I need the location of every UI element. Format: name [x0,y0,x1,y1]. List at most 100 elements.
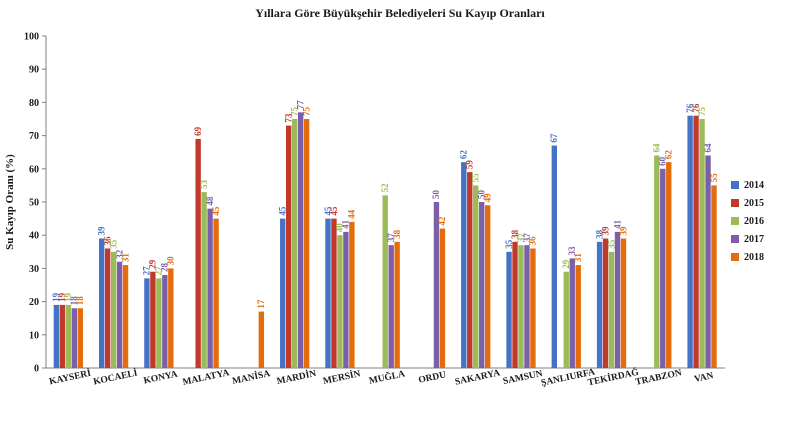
bar-2018-5 [258,311,265,368]
y-tick-label: 0 [34,364,39,375]
data-label: 45 [329,206,339,216]
bar-2015-2 [104,248,111,368]
bar-2015-3 [150,271,156,368]
legend-swatch [731,199,739,207]
y-tick-label: 90 [29,65,39,76]
bar-2017-10 [479,202,485,368]
data-label: 67 [549,133,559,143]
data-label: 41 [341,219,351,229]
y-tick-label: 100 [24,32,39,43]
x-tick-label: VAN [693,371,714,385]
bar-2017-1 [71,308,77,368]
data-label: 38 [510,229,520,239]
data-label: 18 [75,296,85,306]
data-label: 29 [561,259,571,269]
y-tick-label: 70 [29,131,39,142]
data-label: 18 [69,296,79,306]
bar-2018-3 [168,268,174,368]
legend-item-2015: 2015 [731,194,791,212]
legend-label: 2015 [744,197,764,209]
x-tick-label: MALATYA [182,368,231,388]
bar-2016-15 [699,119,705,368]
legend-swatch [731,235,739,243]
bar-2016-1 [65,304,72,368]
data-label: 35 [108,239,118,249]
data-label: 38 [594,229,604,239]
bar-2014-10 [461,162,467,368]
chart-title: Yıllara Göre Büyükşehir Belediyeleri Su … [255,6,545,20]
data-label: 36 [528,236,538,246]
bar-2017-14 [660,168,666,368]
data-label: 49 [482,193,492,203]
bar-2016-11 [518,245,524,368]
data-label: 30 [166,256,176,266]
bar-2018-4 [213,218,219,368]
bar-2018-11 [530,248,536,368]
bar-2018-8 [394,241,400,368]
data-label: 37 [516,233,526,243]
y-tick-label: 50 [29,198,39,209]
data-label: 36 [102,236,112,246]
bar-2017-4 [207,208,213,368]
data-label: 62 [664,150,674,160]
bar-2018-12 [575,265,581,368]
data-label: 64 [703,143,713,153]
bar-2015-15 [693,115,699,369]
data-label: 32 [114,249,124,259]
bar-2014-13 [596,241,603,368]
data-label: 76 [685,103,695,113]
legend-item-2018: 2018 [731,248,791,266]
data-label: 41 [612,219,622,229]
bar-2017-15 [705,155,711,368]
bar-2014-12 [551,145,558,368]
bar-2016-14 [654,155,660,368]
legend-item-2017: 2017 [731,230,791,248]
x-tick-label: MUĞLA [368,366,406,386]
data-label: 64 [652,143,662,153]
x-tick-label: ORDU [418,370,448,386]
data-label: 37 [386,233,396,243]
bar-2016-12 [563,271,569,368]
bar-2018-7 [349,221,355,368]
data-label: 44 [347,209,357,219]
legend-label: 2018 [744,251,764,263]
bar-2018-9 [439,228,446,368]
data-label: 62 [459,150,469,160]
legend-label: 2014 [744,179,764,191]
bar-2017-13 [614,231,621,368]
data-label: 39 [618,226,628,236]
bar-2015-13 [602,238,609,368]
bar-2015-11 [512,241,518,368]
bar-2015-6 [286,125,292,368]
data-label: 45 [278,206,288,216]
bar-2015-7 [331,218,337,368]
bar-2018-2 [122,265,129,368]
data-label: 35 [504,239,514,249]
x-tick-label: KOCAELİ [92,366,139,387]
data-label: 75 [301,107,311,117]
data-label: 35 [606,239,616,249]
bar-2018-15 [711,185,717,368]
bar-2016-4 [201,192,207,368]
bar-2018-6 [303,119,310,368]
bar-2017-7 [343,231,349,368]
bar-2018-10 [484,205,491,368]
data-label: 40 [335,223,345,233]
legend-swatch [731,181,739,189]
legend-item-2016: 2016 [731,212,791,230]
data-label: 19 [57,292,67,302]
bar-2016-10 [473,185,479,368]
x-tick-label: MERSİN [322,367,362,387]
data-label: 45 [211,206,221,216]
bar-2018-14 [666,162,672,368]
data-label: 55 [709,173,719,183]
bar-2017-6 [297,112,304,368]
data-label: 59 [465,160,475,170]
bar-2014-15 [687,115,693,369]
legend-item-2014: 2014 [731,176,791,194]
legend-swatch [731,217,739,225]
bar-2015-1 [59,304,66,368]
bar-2015-10 [467,172,473,368]
